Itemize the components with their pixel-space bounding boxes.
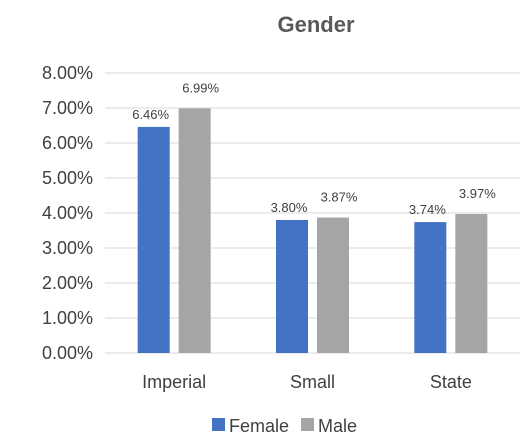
data-label: 3.87%	[321, 190, 358, 205]
bar-male-imperial	[178, 108, 211, 353]
data-labels: 6.46% 6.99% 3.80% 3.87% 3.74% 3.97%	[132, 80, 496, 217]
bars	[137, 108, 488, 354]
y-tick-label: 8.00%	[42, 63, 93, 83]
legend: Female Male	[212, 416, 357, 436]
data-label: 6.99%	[182, 80, 219, 95]
gridlines	[105, 72, 520, 354]
y-tick-label: 5.00%	[42, 168, 93, 188]
legend-label-female: Female	[229, 416, 289, 436]
y-tick-label: 1.00%	[42, 308, 93, 328]
data-label: 3.80%	[271, 200, 308, 215]
legend-swatch-male	[301, 418, 315, 431]
x-category-label: Small	[290, 372, 335, 392]
x-axis-category-labels: Imperial Small State	[142, 372, 472, 392]
y-tick-label: 2.00%	[42, 273, 93, 293]
bar-female-imperial	[137, 126, 170, 354]
x-category-label: Imperial	[142, 372, 206, 392]
y-tick-label: 7.00%	[42, 98, 93, 118]
y-tick-label: 0.00%	[42, 343, 93, 363]
bar-male-small	[317, 217, 349, 353]
legend-label-male: Male	[318, 416, 357, 436]
bar-female-state	[414, 222, 447, 353]
bar-male-state	[455, 214, 488, 353]
bar-female-small	[276, 220, 308, 353]
y-tick-label: 6.00%	[42, 133, 93, 153]
chart-title: Gender	[277, 12, 354, 37]
x-category-label: State	[430, 372, 472, 392]
data-label: 3.74%	[409, 202, 446, 217]
y-tick-label: 4.00%	[42, 203, 93, 223]
legend-swatch-female	[212, 418, 225, 431]
data-label: 6.46%	[132, 107, 169, 122]
data-label: 3.97%	[459, 186, 496, 201]
y-tick-label: 3.00%	[42, 238, 93, 258]
y-axis-tick-labels: 0.00% 1.00% 2.00% 3.00% 4.00% 5.00% 6.00% 7.00%…	[42, 63, 93, 363]
